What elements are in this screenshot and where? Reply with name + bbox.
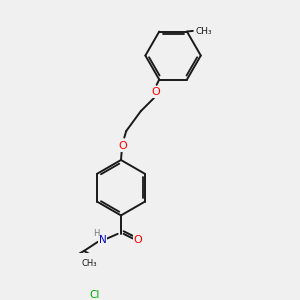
Text: O: O [151, 87, 160, 98]
Text: N: N [99, 235, 106, 245]
Text: O: O [118, 142, 127, 152]
Text: CH₃: CH₃ [196, 27, 212, 36]
Text: H: H [93, 230, 99, 238]
Text: O: O [133, 235, 142, 245]
Text: Cl: Cl [89, 290, 100, 300]
Text: CH₃: CH₃ [81, 259, 97, 268]
